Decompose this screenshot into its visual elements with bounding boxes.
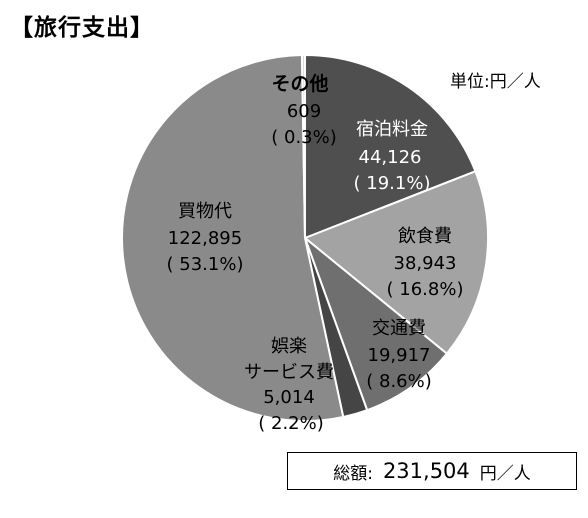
slice-name-entertainment-line2: サービス費: [244, 362, 334, 383]
slice-value-accommodation: 44,126: [359, 147, 422, 168]
slice-label-shopping: 買物代 122,895 ( 53.1%): [167, 201, 244, 275]
slice-value-entertainment: 5,014: [263, 387, 315, 408]
slice-label-other: その他 609 ( 0.3%): [271, 72, 337, 148]
total-label: 総額:: [333, 463, 373, 484]
slice-name-shopping: 買物代: [178, 201, 232, 222]
chart-title: 【旅行支出】: [10, 15, 154, 41]
pie-slice-transport: [302, 234, 449, 412]
pie-slice-other: [300, 53, 306, 239]
slice-percent-food: ( 16.8%): [387, 279, 464, 300]
slice-percent-shopping: ( 53.1%): [167, 254, 244, 275]
slice-label-entertainment: 娯楽 サービス費 5,014 ( 2.2%): [244, 336, 334, 434]
slice-label-accommodation: 宿泊料金 44,126 ( 19.1%): [354, 119, 431, 194]
slice-percent-accommodation: ( 19.1%): [354, 173, 431, 194]
pie-slice-accommodation: [304, 53, 477, 240]
slice-name-transport: 交通費: [372, 318, 426, 339]
slice-value-shopping: 122,895: [168, 228, 242, 249]
slice-name-other: その他: [271, 72, 328, 95]
slice-name-accommodation: 宿泊料金: [356, 119, 428, 140]
unit-label: 単位:円／人: [450, 72, 541, 92]
total-value: 231,504: [382, 459, 470, 483]
slice-name-entertainment-line1: 娯楽: [271, 336, 307, 357]
slice-percent-transport: ( 8.6%): [366, 371, 432, 392]
slice-name-food: 飲食費: [398, 226, 452, 247]
pie-slice-shopping: [121, 54, 345, 422]
slice-value-transport: 19,917: [368, 345, 431, 366]
slice-percent-entertainment: ( 2.2%): [258, 413, 324, 434]
slice-label-food: 飲食費 38,943 ( 16.8%): [387, 226, 464, 300]
slice-value-food: 38,943: [394, 253, 457, 274]
total-box: 総額: 231,504 円／人: [287, 452, 577, 490]
slice-value-other: 609: [287, 101, 321, 122]
slice-label-transport: 交通費 19,917 ( 8.6%): [366, 318, 432, 392]
pie-slice-food: [303, 169, 489, 356]
pie-slices: [121, 53, 489, 422]
total-unit: 円／人: [479, 463, 531, 484]
slice-percent-other: ( 0.3%): [271, 127, 337, 148]
